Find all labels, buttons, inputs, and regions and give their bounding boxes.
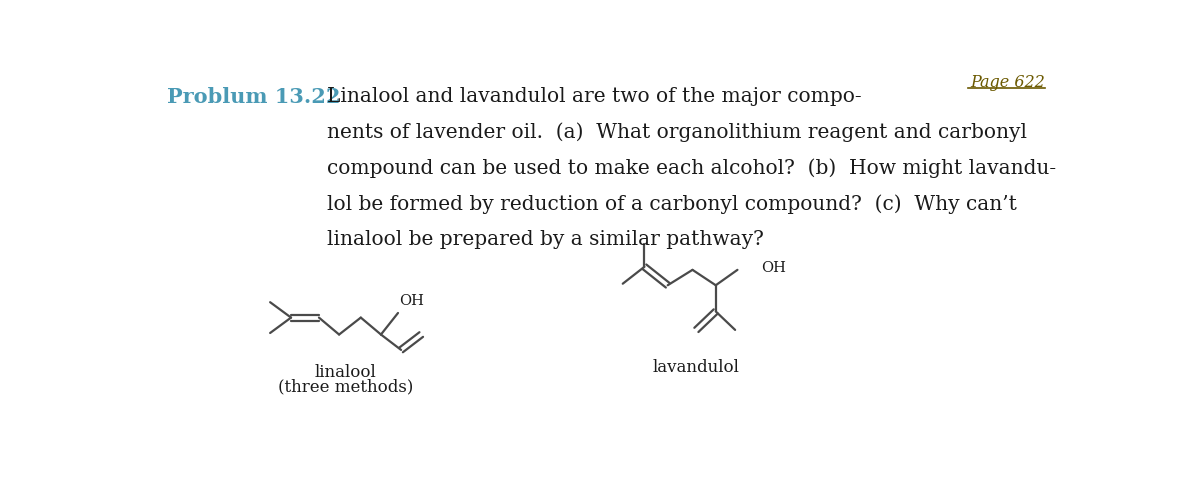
Text: nents of lavender oil.  (a)  What organolithium reagent and carbonyl: nents of lavender oil. (a) What organoli… — [326, 122, 1027, 142]
Text: Page 622: Page 622 — [971, 74, 1045, 91]
Text: OH: OH — [400, 294, 425, 308]
Text: lol be formed by reduction of a carbonyl compound?  (c)  Why can’t: lol be formed by reduction of a carbonyl… — [326, 194, 1016, 214]
Text: Linalool and lavandulol are two of the major compo-: Linalool and lavandulol are two of the m… — [326, 86, 862, 105]
Text: linalool be prepared by a similar pathway?: linalool be prepared by a similar pathwa… — [326, 230, 763, 249]
Text: linalool: linalool — [314, 364, 376, 381]
Text: Problum 13.22: Problum 13.22 — [167, 86, 341, 106]
Text: compound can be used to make each alcohol?  (b)  How might lavandu-: compound can be used to make each alcoho… — [326, 158, 1056, 178]
Text: (three methods): (three methods) — [277, 378, 413, 396]
Text: OH: OH — [761, 261, 786, 275]
Text: lavandulol: lavandulol — [653, 359, 740, 376]
